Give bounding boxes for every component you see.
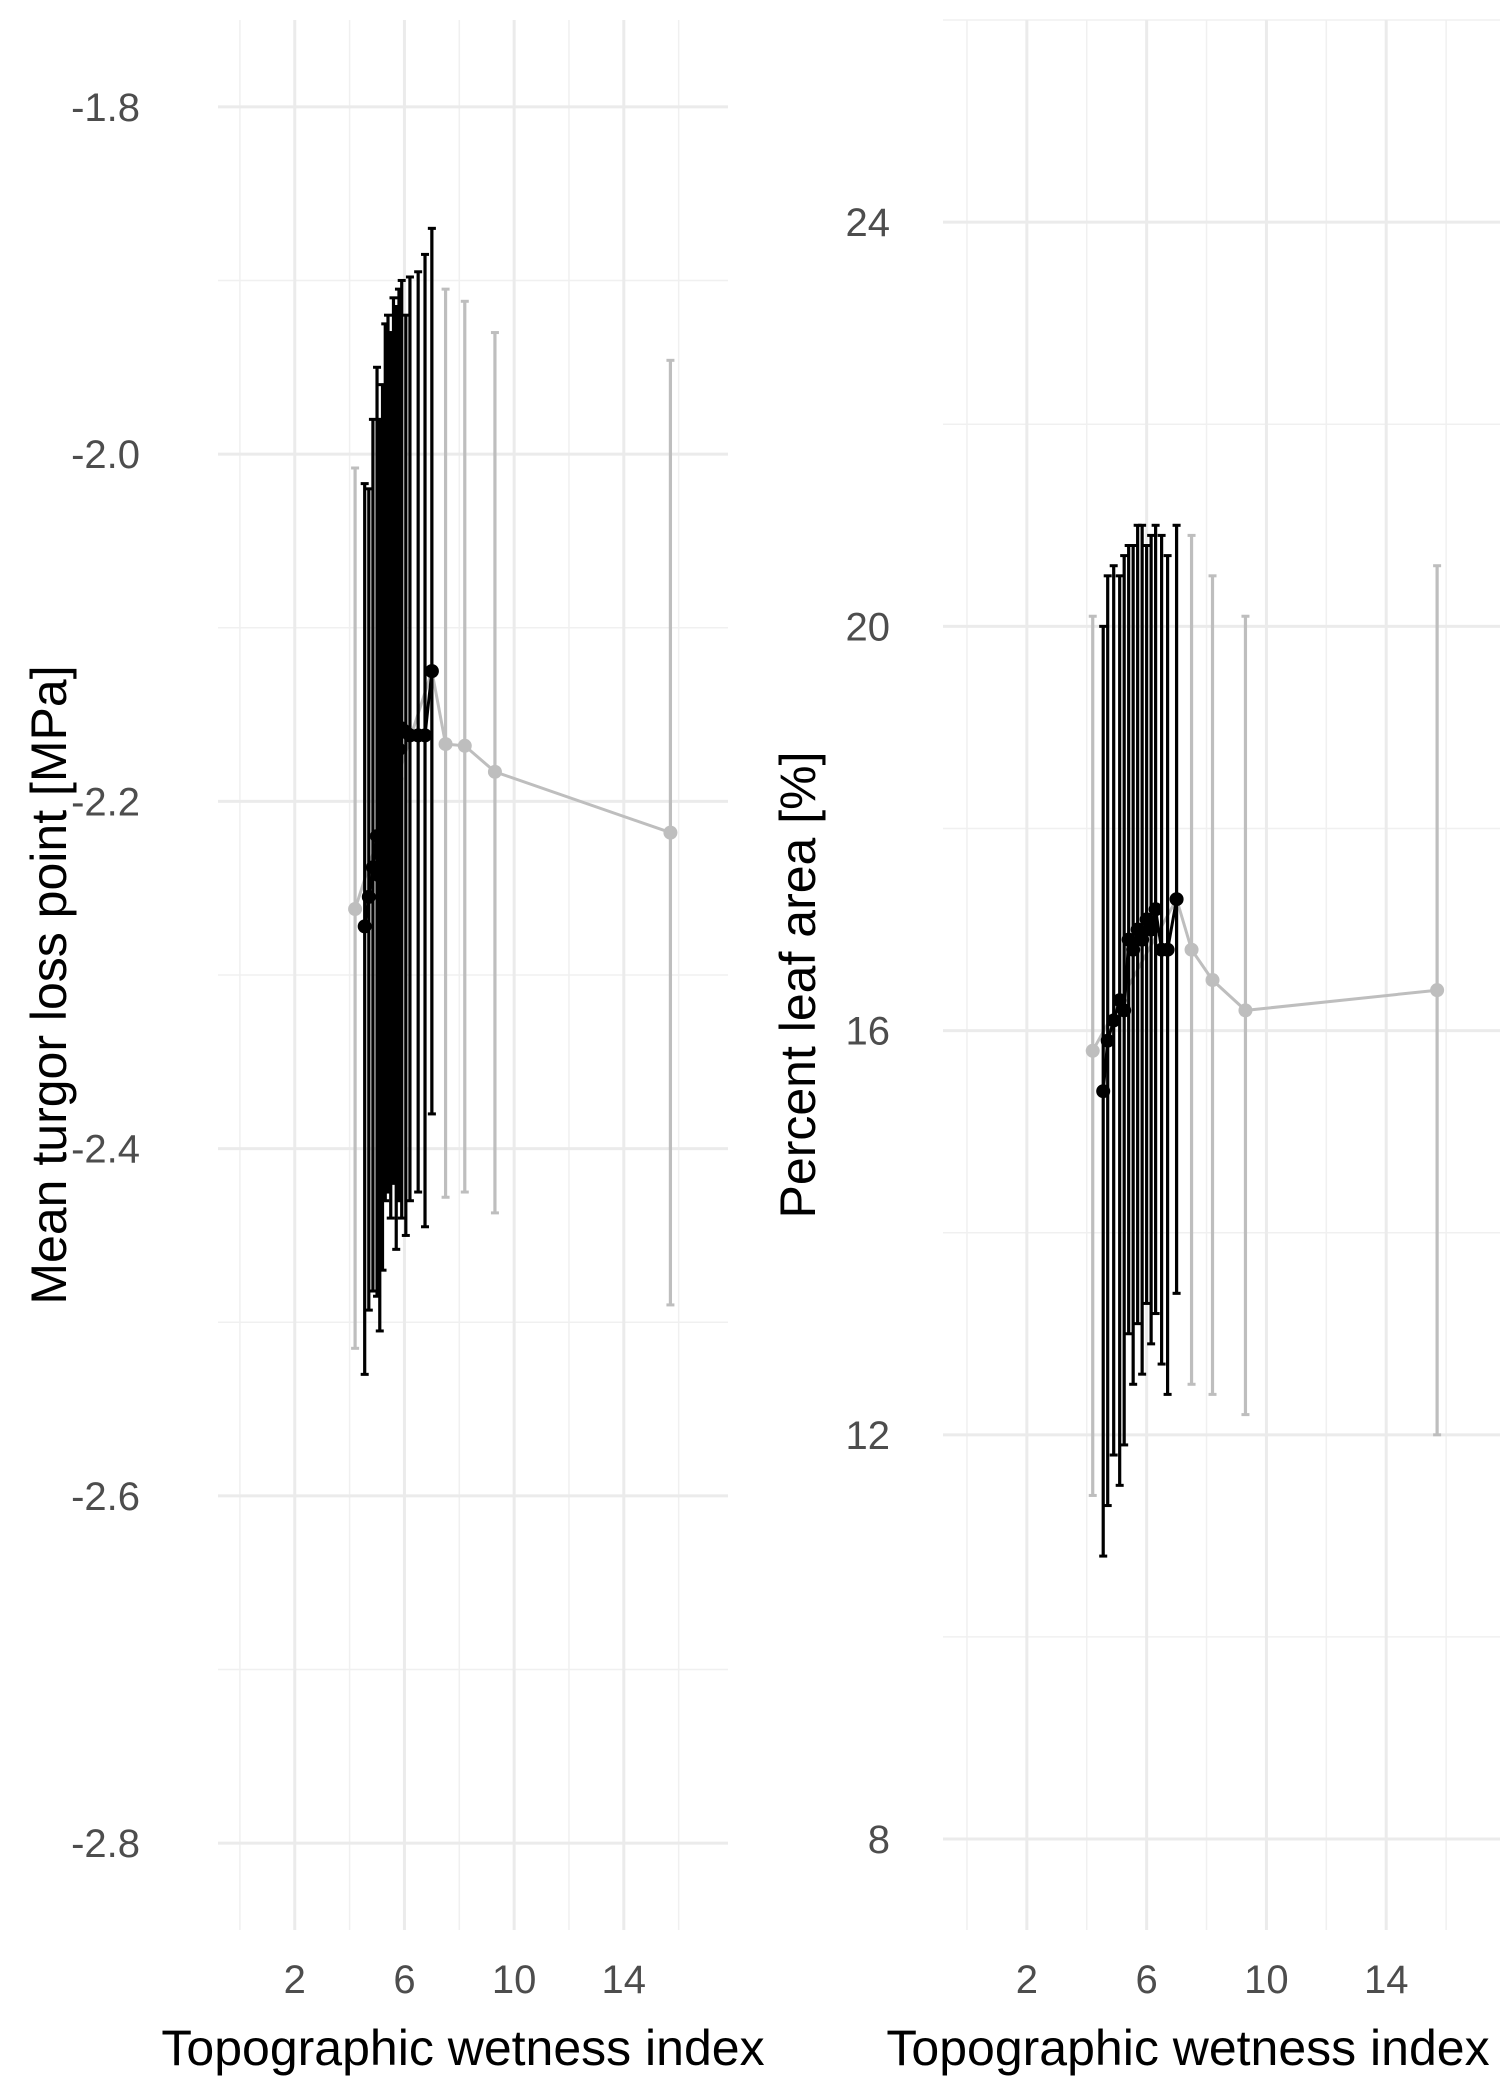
- data-point: [1106, 1013, 1121, 1028]
- data-point: [1144, 922, 1159, 937]
- data-point: [1160, 942, 1175, 957]
- y-tick-label: 8: [868, 1818, 890, 1862]
- x-tick-label: 14: [602, 1958, 647, 2002]
- y-axis-title: Mean turgor loss point [MPa]: [21, 665, 77, 1304]
- x-tick-label: 10: [1244, 1958, 1289, 2002]
- y-tick-label: 12: [846, 1414, 891, 1458]
- data-point: [1238, 1003, 1253, 1018]
- data-point: [372, 869, 387, 884]
- x-tick-label: 10: [492, 1958, 537, 2002]
- data-point: [361, 889, 376, 904]
- y-axis-title: Percent leaf area [%]: [770, 752, 826, 1219]
- data-point: [457, 738, 472, 753]
- x-axis-title: Topographic wetness index: [886, 2020, 1489, 2076]
- panel-turgor-loss-point: -1.8 -2.0 -2.2 -2.4 -2.6 -2.8 2 6 10 14 Topograp…: [21, 20, 765, 2076]
- data-point: [375, 820, 390, 835]
- x-tick-label: 14: [1364, 1958, 1409, 2002]
- y-tick-label: -2.0: [71, 433, 140, 477]
- x-tick-label: 6: [393, 1958, 415, 2002]
- data-point: [424, 664, 439, 679]
- data-point: [381, 750, 395, 765]
- data-point: [438, 737, 453, 752]
- data-point: [1169, 892, 1184, 907]
- data-point: [1148, 902, 1163, 917]
- x-tick-label: 2: [284, 1958, 306, 2002]
- data-point: [1205, 973, 1220, 988]
- y-tick-label: -2.6: [71, 1475, 140, 1519]
- x-tick-label: 6: [1136, 1958, 1158, 2002]
- data-point: [357, 919, 372, 934]
- panel-percent-leaf-area: 8 12 16 20 24 2 6 10 14 Topographic wetness ind…: [770, 19, 1500, 2076]
- x-axis-title: Topographic wetness index: [161, 2020, 764, 2076]
- y-tick-label: 24: [846, 201, 891, 245]
- data-point: [1100, 1033, 1115, 1048]
- y-tick-label: -2.8: [71, 1822, 140, 1866]
- y-tick-label: -1.8: [71, 86, 140, 130]
- data-point: [1430, 983, 1445, 998]
- data-point: [389, 771, 404, 786]
- data-point: [348, 902, 363, 917]
- y-tick-label: -2.2: [71, 780, 140, 824]
- data-point: [1096, 1084, 1111, 1099]
- data-point: [1135, 932, 1150, 947]
- data-point: [1126, 942, 1141, 957]
- y-tick-label: -2.4: [71, 1128, 140, 1172]
- data-point: [1184, 942, 1199, 957]
- data-point: [418, 728, 433, 743]
- data-point: [1117, 1003, 1132, 1018]
- data-point: [487, 764, 502, 779]
- y-tick-label: 16: [846, 1010, 891, 1054]
- x-tick-label: 2: [1016, 1958, 1038, 2002]
- data-point: [391, 742, 406, 757]
- data-point: [663, 825, 678, 840]
- data-point: [1085, 1043, 1100, 1058]
- y-tick-label: 20: [846, 605, 891, 649]
